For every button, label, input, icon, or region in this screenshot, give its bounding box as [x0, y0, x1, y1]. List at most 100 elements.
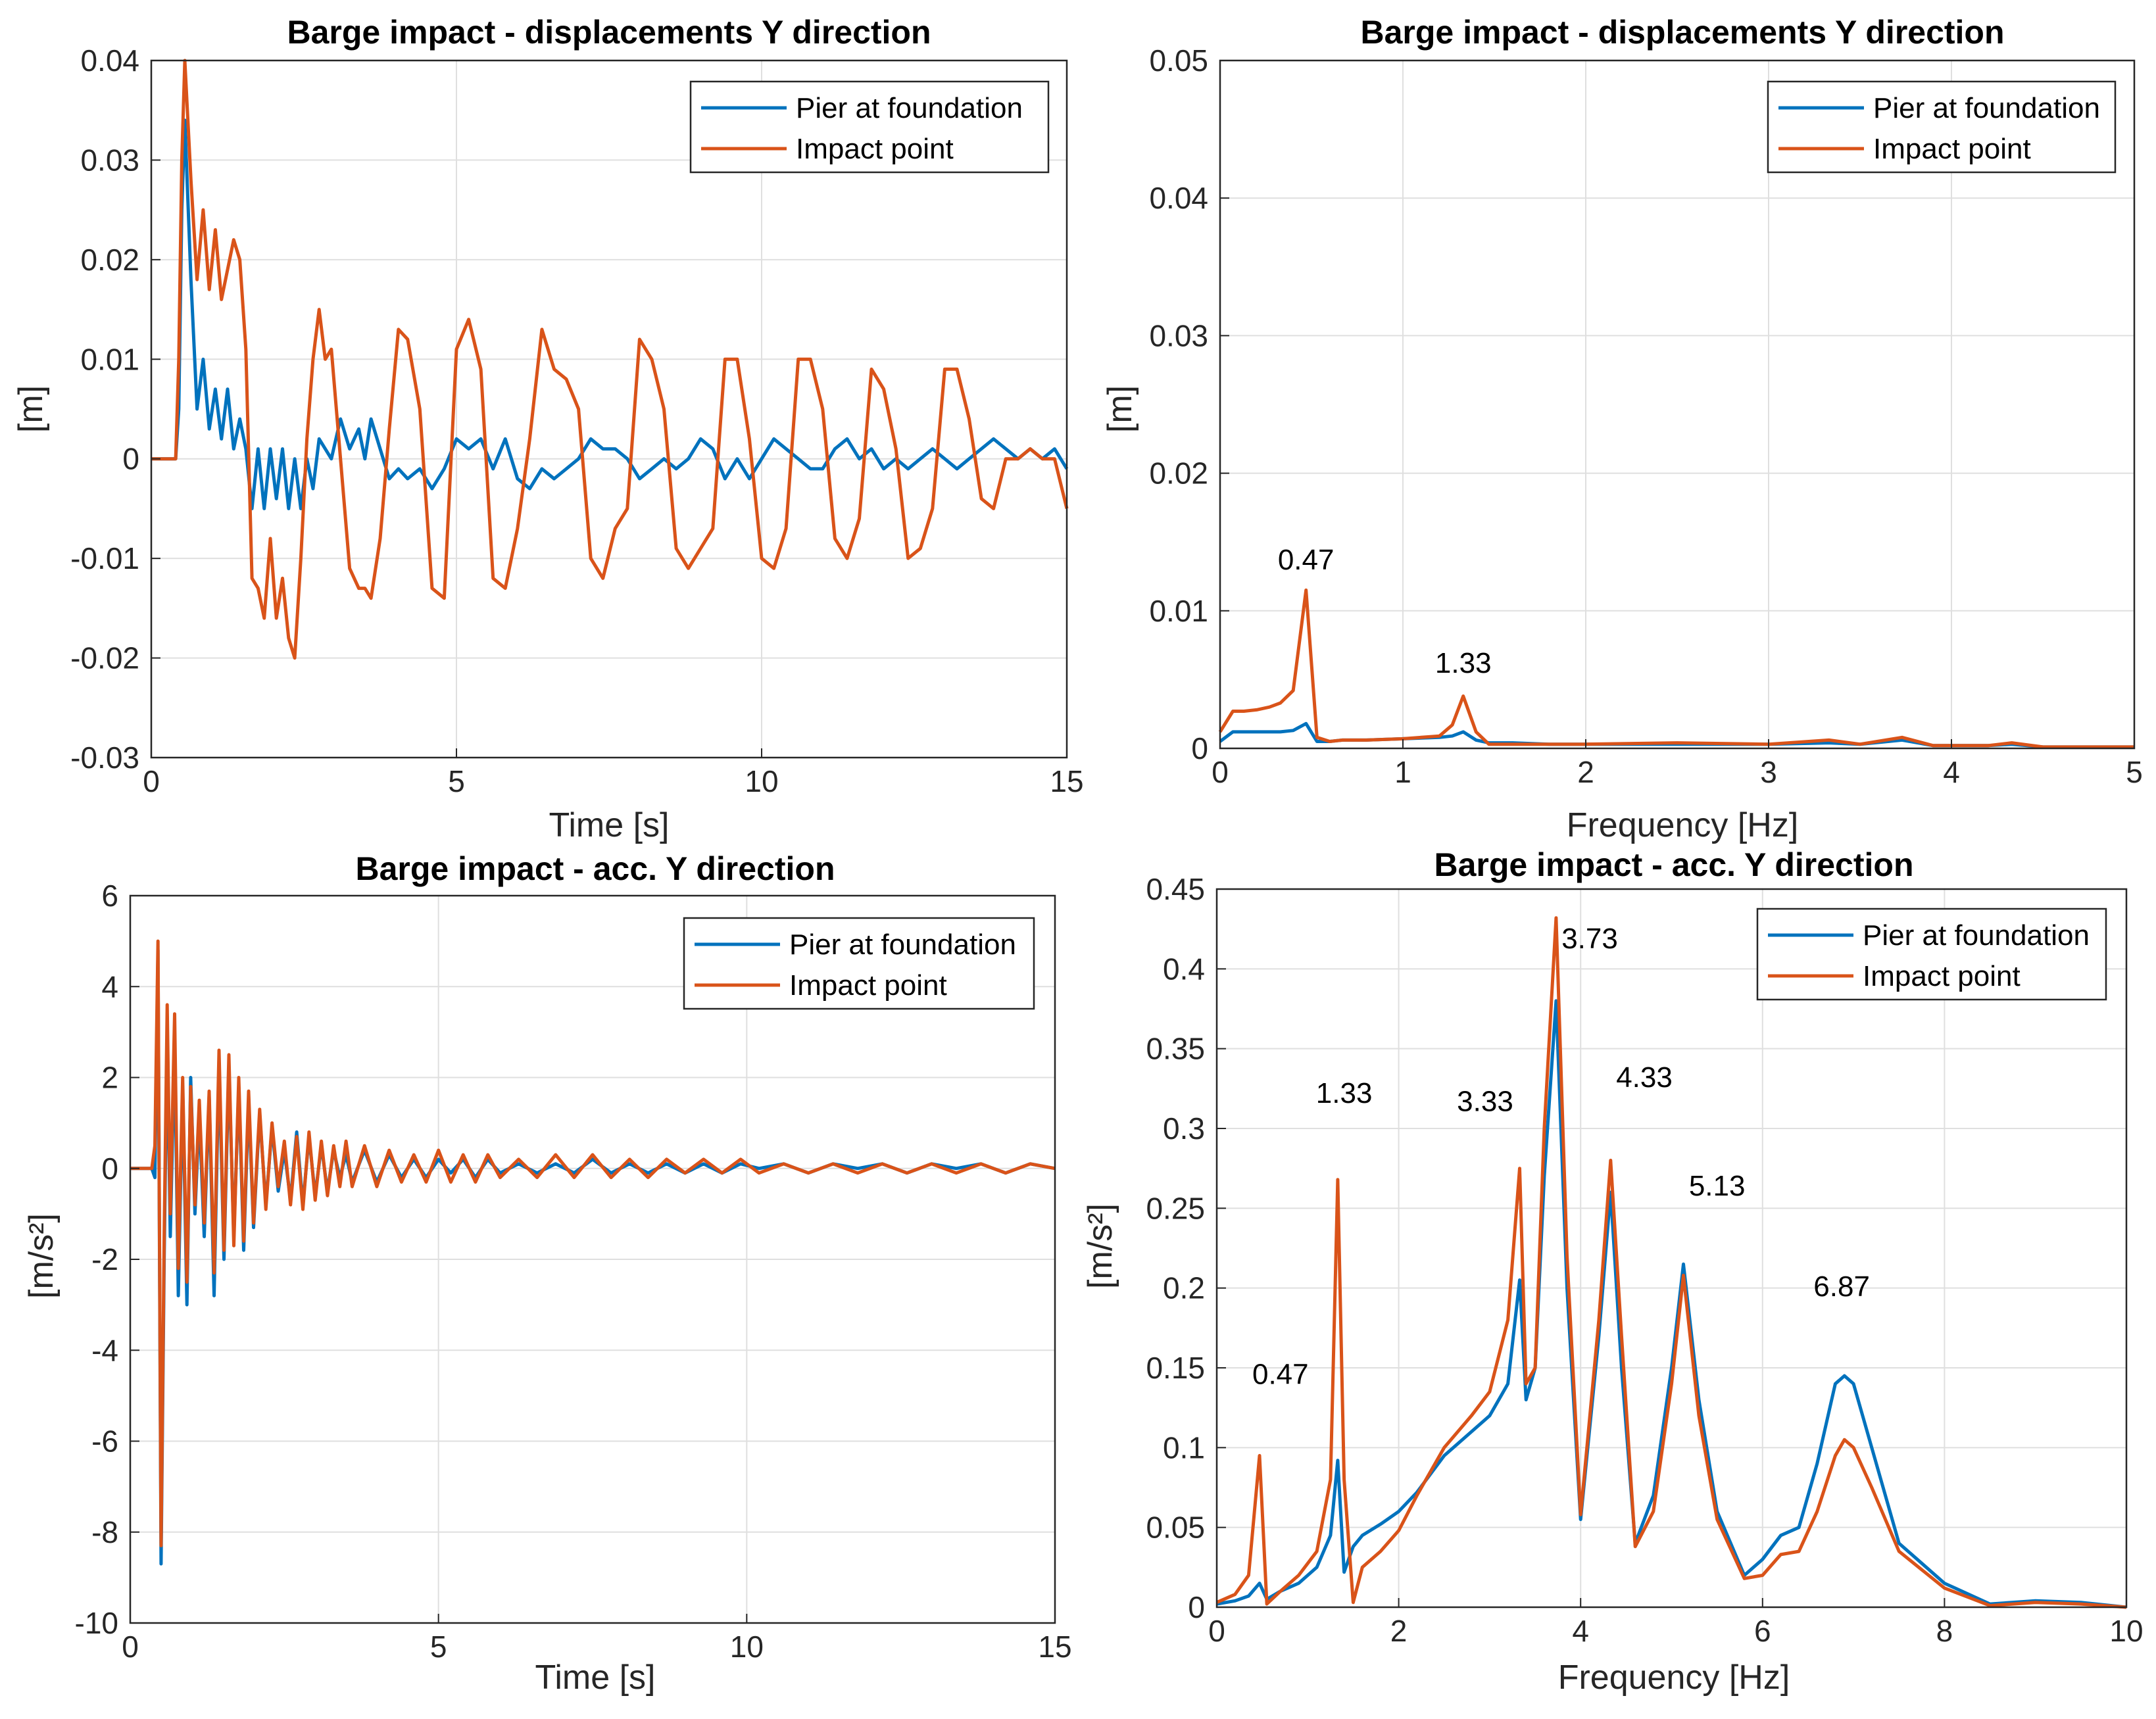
peak-label: 5.13	[1689, 1170, 1746, 1202]
panel-displacement-frequency: Barge impact - displacements Y direction…	[1101, 14, 2143, 844]
y-tick-label: 0.15	[1146, 1351, 1205, 1385]
x-tick-label: 15	[1038, 1630, 1071, 1664]
y-tick-label: 6	[101, 879, 118, 913]
y-axis-label: [m/s²]	[1081, 1203, 1119, 1289]
axes-frame	[150, 59, 1068, 759]
y-tick-label: 0.2	[1163, 1271, 1205, 1305]
legend-entry: Impact point	[1863, 960, 2021, 992]
y-tick-label: -8	[91, 1515, 118, 1549]
x-tick-label: 0	[1212, 755, 1229, 789]
y-tick-label: 0.45	[1146, 872, 1205, 906]
x-tick-label: 0	[1208, 1614, 1225, 1648]
y-tick-label: 2	[101, 1061, 118, 1095]
y-tick-label: -10	[75, 1606, 118, 1640]
legend: Pier at foundation Impact point	[1767, 80, 2117, 174]
series-line-impact-point	[1218, 588, 2134, 749]
legend-entry: Pier at foundation	[1863, 919, 2090, 952]
plot-area	[150, 59, 1069, 759]
axes-background	[151, 61, 1067, 758]
peak-label: 0.47	[1278, 544, 1335, 576]
x-axis-label: Time [s]	[549, 806, 670, 844]
legend-box	[683, 917, 1035, 1010]
y-tick-label: 0.02	[80, 243, 139, 277]
tick-labels: 0 5 10 15 -10 -8 -6 -4 -2 0 2 4 6	[75, 879, 1072, 1664]
legend-box	[1767, 80, 2117, 174]
x-tick-label: 0	[143, 764, 160, 798]
y-axis-label: [m/s²]	[22, 1213, 61, 1299]
chart-title: Barge impact - acc. Y direction	[356, 850, 835, 887]
y-tick-label: 4	[101, 969, 118, 1004]
y-tick-label: 0.3	[1163, 1111, 1205, 1146]
x-axis-label: Time [s]	[535, 1658, 656, 1697]
y-axis-label: [m]	[12, 385, 50, 433]
peak-label: 1.33	[1435, 647, 1492, 679]
chart-title: Barge impact - displacements Y direction	[1360, 14, 2004, 51]
y-tick-label: 0	[1191, 731, 1208, 765]
y-axis-label: [m]	[1101, 385, 1139, 433]
x-tick-label: 10	[730, 1630, 764, 1664]
axes-background	[1217, 889, 2126, 1607]
axes-frame	[1215, 888, 2128, 1609]
x-tick-label: 8	[1936, 1614, 1953, 1648]
panel-acceleration-frequency: Barge impact - acc. Y direction 0 2 4 6 8 10 0…	[1081, 846, 2144, 1697]
y-tick-label: 0.03	[80, 143, 139, 177]
x-tick-label: 2	[1390, 1614, 1408, 1648]
series-line-impact-point	[151, 59, 1069, 660]
x-tick-label: 2	[1577, 755, 1594, 789]
y-tick-label: 0.04	[80, 43, 139, 78]
plot-area	[1215, 888, 2128, 1609]
grid	[1216, 888, 2127, 1608]
x-axis-label: Frequency [Hz]	[1567, 806, 1799, 844]
legend-box	[689, 80, 1050, 174]
series-line-impact-point	[130, 939, 1056, 1547]
y-tick-label: 0.05	[1149, 43, 1208, 78]
y-tick-label: 0.05	[1146, 1511, 1205, 1545]
panel-acceleration-time: Barge impact - acc. Y direction 0 5 10 15 -1…	[22, 850, 1072, 1697]
x-tick-label: 15	[1050, 764, 1083, 798]
y-tick-label: 0.4	[1163, 952, 1205, 986]
y-tick-label: -0.03	[70, 740, 139, 775]
y-tick-label: 0.04	[1149, 181, 1208, 215]
peak-label: 6.87	[1813, 1271, 1870, 1303]
legend-entry: Impact point	[1873, 133, 2031, 165]
series-line-pier-at-foundation	[151, 118, 1069, 510]
x-tick-label: 4	[1943, 755, 1960, 789]
peak-label: 4.33	[1616, 1061, 1673, 1094]
legend-entry: Pier at foundation	[796, 92, 1023, 124]
y-tick-label: 0.25	[1146, 1191, 1205, 1225]
legend: Pier at foundation Impact point	[689, 80, 1050, 174]
y-tick-label: 0	[101, 1151, 118, 1186]
x-tick-label: 10	[2109, 1614, 2143, 1648]
y-tick-label: -0.02	[70, 641, 139, 675]
axes-background	[1220, 61, 2134, 748]
y-tick-label: 0.35	[1146, 1032, 1205, 1066]
y-tick-label: 0	[1188, 1590, 1205, 1624]
y-tick-label: 0.01	[80, 342, 139, 376]
peak-label: 0.47	[1252, 1358, 1309, 1390]
x-tick-label: 4	[1572, 1614, 1589, 1648]
y-tick-label: 0.01	[1149, 594, 1208, 628]
peak-annotations: 0.47 1.33 3.33 3.73 4.33 5.13 6.87	[1252, 923, 1870, 1390]
y-tick-label: 0	[122, 442, 139, 476]
peak-annotations: 0.47 1.33	[1278, 544, 1492, 679]
legend: Pier at foundation Impact point	[1756, 908, 2107, 1001]
x-axis-label: Frequency [Hz]	[1558, 1658, 1790, 1697]
series-line-impact-point	[1215, 916, 2127, 1609]
chart-title: Barge impact - acc. Y direction	[1434, 846, 1914, 883]
y-tick-label: -6	[91, 1424, 118, 1459]
legend-entry: Pier at foundation	[1873, 92, 2100, 124]
peak-label: 1.33	[1316, 1077, 1373, 1109]
x-tick-label: 6	[1754, 1614, 1771, 1648]
axes-frame	[1219, 59, 2136, 750]
y-tick-label: 0.03	[1149, 318, 1208, 352]
x-tick-label: 5	[2126, 755, 2143, 789]
legend-entry: Impact point	[796, 133, 954, 165]
y-tick-label: 0.1	[1163, 1430, 1205, 1465]
x-tick-label: 10	[745, 764, 778, 798]
plot-area	[1218, 59, 2136, 750]
y-tick-label: 0.02	[1149, 456, 1208, 491]
x-tick-label: 0	[122, 1630, 139, 1664]
series-line-pier-at-foundation	[1219, 721, 2134, 749]
legend-box	[1756, 908, 2107, 1001]
